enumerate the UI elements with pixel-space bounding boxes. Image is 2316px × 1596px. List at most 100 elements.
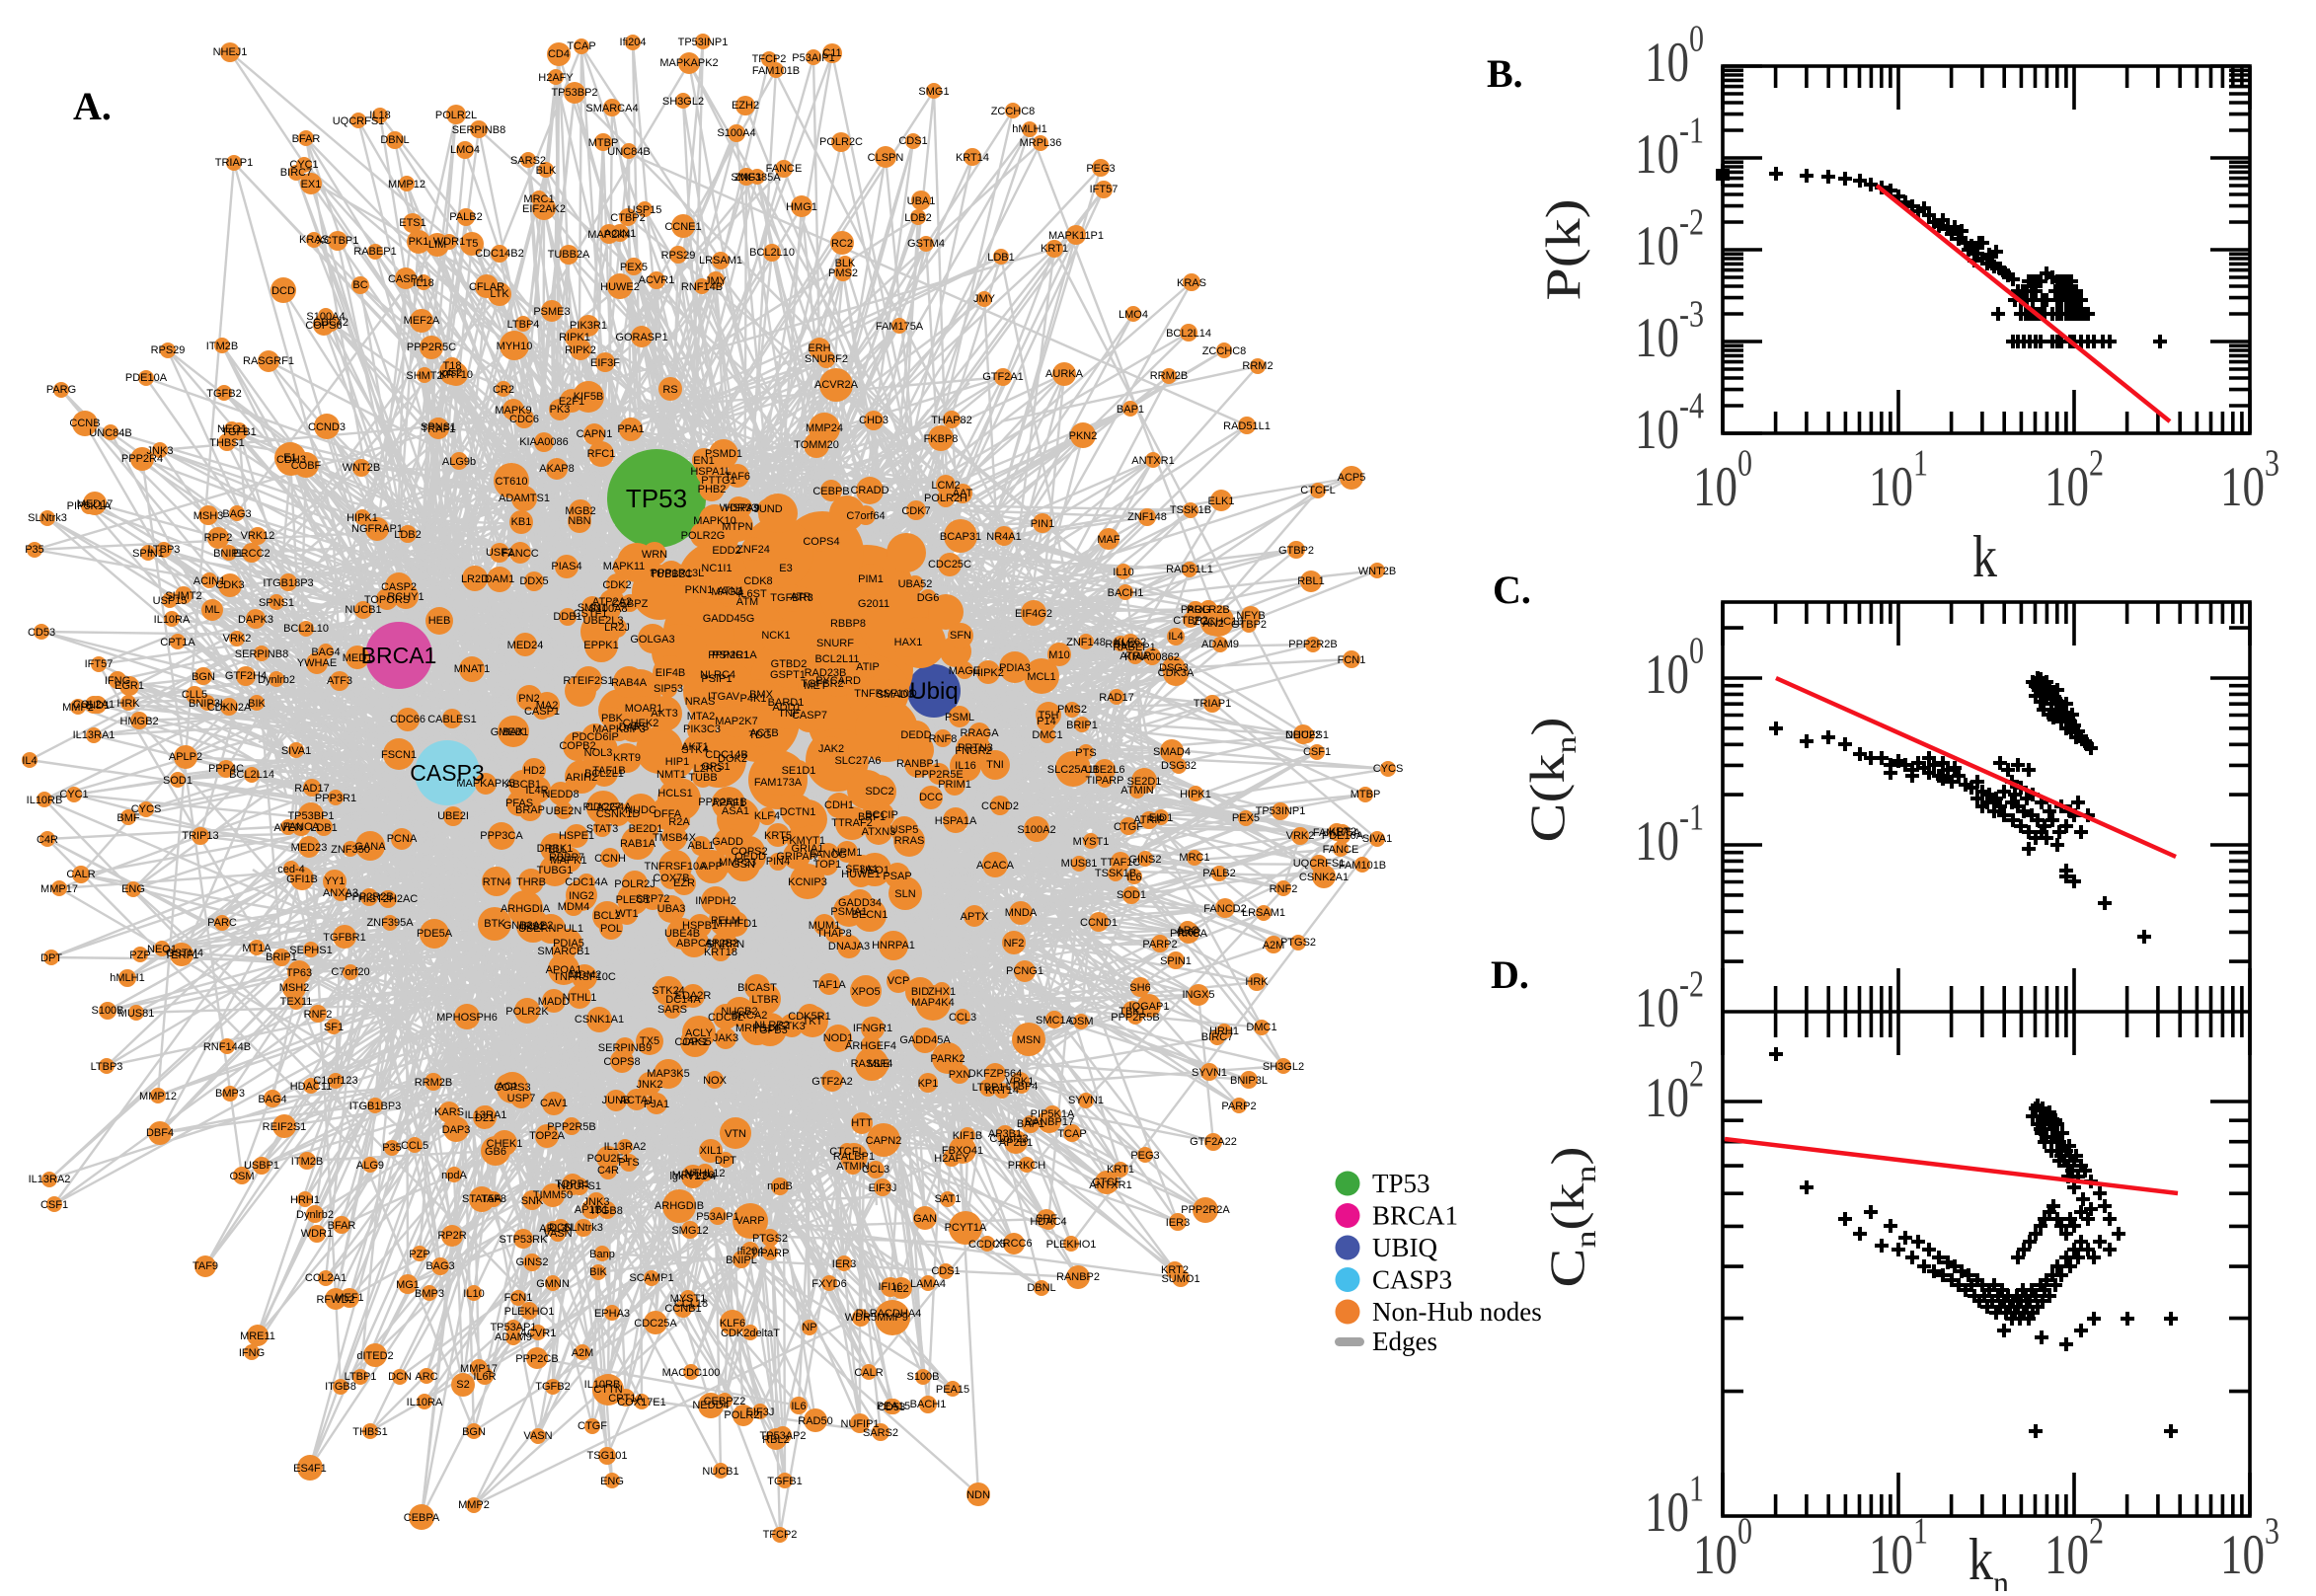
svg-text:PPP2R2A: PPP2R2A — [1181, 1204, 1230, 1216]
svg-text:MAPK11P1: MAPK11P1 — [1048, 230, 1104, 242]
svg-text:ARHGEF4: ARHGEF4 — [845, 1040, 896, 1052]
svg-text:BCL2: BCL2 — [593, 910, 621, 922]
svg-text:GTF2A22: GTF2A22 — [1190, 1136, 1237, 1148]
svg-text:KIF5B: KIF5B — [574, 391, 604, 403]
svg-text:PRIM1: PRIM1 — [938, 779, 971, 791]
svg-text:S100A4: S100A4 — [306, 311, 345, 323]
svg-text:NOD1: NOD1 — [823, 1032, 854, 1044]
svg-text:DAP3: DAP3 — [442, 1124, 471, 1136]
svg-text:C4R: C4R — [37, 834, 58, 846]
svg-text:PRTN3: PRTN3 — [958, 742, 993, 754]
svg-text:POLR2H: POLR2H — [924, 493, 967, 504]
svg-text:PTTG1: PTTG1 — [701, 475, 735, 487]
svg-text:PJA1: PJA1 — [644, 1099, 669, 1110]
svg-text:JAK2: JAK2 — [818, 743, 844, 755]
svg-text:RNF8: RNF8 — [929, 733, 958, 745]
svg-text:MMP2: MMP2 — [458, 1499, 490, 1511]
svg-text:IER3: IER3 — [1166, 1217, 1190, 1229]
svg-text:C1orf123: C1orf123 — [313, 1075, 357, 1087]
svg-text:KRAS: KRAS — [1177, 277, 1206, 289]
svg-text:NUCB1: NUCB1 — [702, 1466, 738, 1478]
svg-text:PRKCA: PRKCA — [1170, 928, 1208, 940]
svg-text:JAK3: JAK3 — [713, 1032, 738, 1044]
svg-text:100: 100 — [1693, 1510, 1752, 1586]
svg-text:TTAF1C: TTAF1C — [1101, 857, 1141, 869]
svg-text:NEO1: NEO1 — [217, 423, 247, 435]
svg-text:NDUFS1: NDUFS1 — [1285, 729, 1329, 741]
svg-text:MTHFD1: MTHFD1 — [714, 918, 758, 930]
svg-text:BICAST: BICAST — [737, 982, 777, 994]
svg-text:SE1D1: SE1D1 — [782, 765, 816, 777]
svg-text:PKN1: PKN1 — [685, 584, 714, 596]
svg-text:GTF2H4: GTF2H4 — [225, 670, 267, 682]
svg-text:RAD51L1: RAD51L1 — [1223, 420, 1271, 432]
svg-text:APP: APP — [701, 861, 723, 873]
svg-text:LDB1: LDB1 — [310, 822, 338, 834]
svg-text:CDC14B: CDC14B — [705, 749, 747, 761]
svg-text:MSH2: MSH2 — [279, 982, 310, 994]
svg-text:T5H: T5H — [1039, 710, 1059, 722]
svg-text:ES4F1: ES4F1 — [293, 1463, 327, 1475]
svg-text:DBNL: DBNL — [1027, 1282, 1055, 1294]
svg-text:LMO4: LMO4 — [1119, 309, 1148, 321]
svg-text:GNB2AP2: GNB2AP2 — [503, 920, 554, 932]
svg-text:TAF6: TAF6 — [725, 471, 750, 483]
svg-text:MEF1: MEF1 — [335, 1292, 363, 1304]
svg-text:HDAC11: HDAC11 — [290, 1081, 333, 1093]
svg-text:KRT2: KRT2 — [1329, 826, 1356, 838]
svg-text:ZCCHC8: ZCCHC8 — [991, 106, 1036, 117]
svg-text:GTBP2: GTBP2 — [1278, 545, 1314, 557]
svg-text:PKMYT1: PKMYT1 — [782, 835, 825, 847]
svg-text:PYCARD: PYCARD — [815, 675, 861, 687]
svg-text:PLEKHO1: PLEKHO1 — [504, 1306, 555, 1318]
svg-text:RBL1: RBL1 — [1297, 575, 1325, 587]
svg-text:APAF1: APAF1 — [712, 798, 745, 809]
svg-text:TTRAF2: TTRAF2 — [831, 817, 873, 829]
svg-text:P4K1: P4K1 — [740, 693, 767, 705]
svg-text:IL18: IL18 — [413, 277, 433, 289]
svg-text:MMP12: MMP12 — [388, 179, 425, 190]
svg-text:KLF6: KLF6 — [720, 1318, 745, 1330]
svg-text:SNK: SNK — [521, 1195, 544, 1207]
svg-text:MAPK9: MAPK9 — [495, 405, 531, 417]
svg-text:BAP1: BAP1 — [1117, 404, 1144, 416]
svg-text:CTCF: CTCF — [1092, 1177, 1121, 1188]
svg-text:CCNH: CCNH — [594, 853, 626, 865]
svg-text:MNAT1: MNAT1 — [454, 663, 490, 675]
svg-text:ERCC2: ERCC2 — [233, 548, 270, 560]
svg-text:SUMO1: SUMO1 — [1161, 1273, 1199, 1285]
svg-text:ABCB1: ABCB1 — [505, 779, 541, 791]
svg-text:PPP4C: PPP4C — [208, 763, 244, 775]
svg-text:EDA2R: EDA2R — [675, 990, 712, 1002]
svg-text:A.: A. — [73, 84, 112, 128]
svg-text:APTX: APTX — [961, 911, 989, 923]
svg-text:CTGF: CTGF — [578, 1420, 607, 1432]
svg-text:MUS81: MUS81 — [118, 1008, 155, 1020]
svg-text:PMS2: PMS2 — [1057, 704, 1087, 716]
svg-text:MRC1: MRC1 — [523, 193, 554, 205]
svg-text:COPS8: COPS8 — [603, 1056, 640, 1068]
svg-text:HIPK2: HIPK2 — [972, 667, 1004, 679]
svg-text:PPP3CA: PPP3CA — [480, 830, 523, 842]
svg-text:IL10RA: IL10RA — [154, 614, 191, 626]
svg-text:RBBP8: RBBP8 — [830, 618, 866, 630]
svg-text:PZP: PZP — [129, 950, 150, 961]
svg-text:ABL1: ABL1 — [688, 840, 715, 852]
svg-text:IFT57: IFT57 — [1090, 184, 1119, 195]
svg-text:PTGS2: PTGS2 — [1280, 937, 1316, 949]
svg-text:MAG2: MAG2 — [711, 586, 741, 598]
svg-text:HMG1: HMG1 — [786, 201, 817, 213]
svg-text:IL10: IL10 — [1113, 567, 1133, 578]
svg-text:PIAS4: PIAS4 — [551, 561, 581, 572]
svg-text:NFYB: NFYB — [1236, 610, 1265, 622]
svg-text:TOPB1: TOPB1 — [555, 1178, 590, 1190]
svg-text:CLSPN: CLSPN — [868, 152, 904, 164]
svg-text:GTF2A2: GTF2A2 — [811, 1076, 853, 1088]
svg-text:EDD2: EDD2 — [712, 545, 740, 557]
svg-text:102: 102 — [2045, 442, 2104, 518]
svg-text:BE2D1: BE2D1 — [629, 823, 663, 835]
svg-text:GSN: GSN — [732, 859, 755, 871]
svg-text:KIAA00862: KIAA00862 — [1124, 651, 1180, 663]
svg-text:WNT2B: WNT2B — [343, 462, 381, 474]
svg-text:CDK3A: CDK3A — [1158, 667, 1195, 679]
